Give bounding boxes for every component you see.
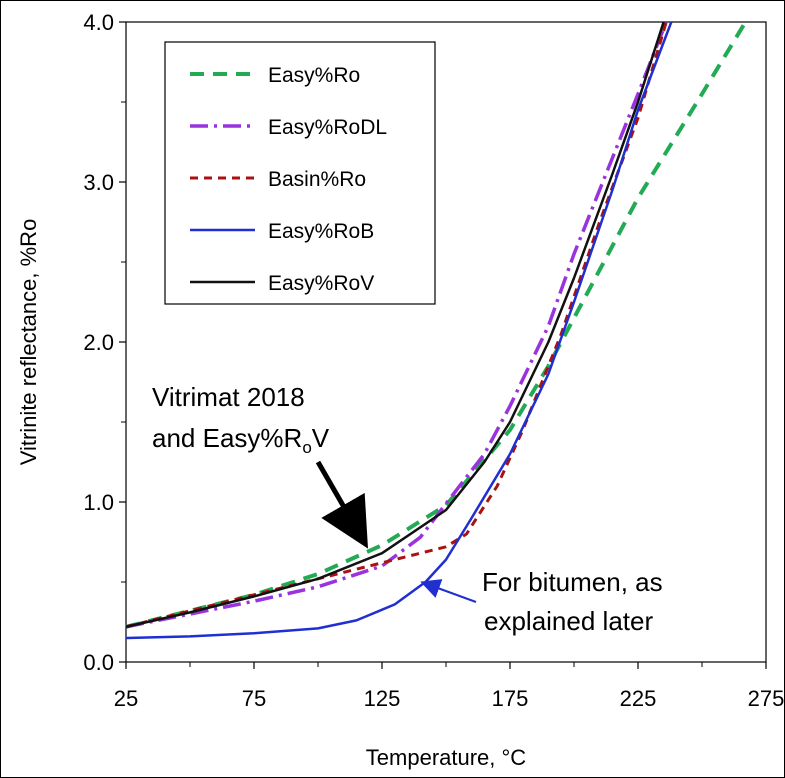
x-tick-label: 125 (364, 686, 401, 711)
x-tick-label: 275 (748, 686, 785, 711)
legend: Easy%Ro Easy%RoDL Basin%Ro Easy%RoB Easy%RoV (164, 41, 436, 305)
legend-box (164, 41, 436, 305)
legend-label: Easy%RoV (268, 272, 374, 295)
y-axis-ticks: 0.0 1.0 2.0 3.0 4.0 (83, 10, 126, 675)
x-tick-label: 75 (242, 686, 266, 711)
annotation-bitumen-arrow (420, 579, 477, 603)
series-line-easy-pct-rodl (125, 21, 668, 629)
annotation-vitrimat-line1: Vitrimat 2018 (152, 382, 305, 412)
x-axis-title: Temperature, °C (366, 745, 527, 770)
legend-label: Easy%RoDL (268, 116, 387, 139)
series-line-basin-pct-ro (125, 21, 668, 629)
legend-label: Easy%Ro (268, 64, 360, 87)
x-tick-label: 225 (620, 686, 657, 711)
y-tick-label: 0.0 (83, 650, 114, 675)
annotation-vitrimat-line2: and Easy%RoV (152, 423, 330, 457)
y-tick-label: 4.0 (83, 10, 114, 35)
legend-label: Basin%Ro (268, 168, 366, 191)
y-tick-label: 3.0 (83, 170, 114, 195)
x-axis-ticks: 25 75 125 175 225 275 (114, 662, 785, 711)
y-tick-label: 1.0 (83, 490, 114, 515)
x-tick-label: 25 (114, 686, 138, 711)
series-line-easy-pct-rob (125, 21, 673, 640)
annotation-bitumen-line1: For bitumen, as (482, 567, 663, 597)
series-lines (125, 20, 748, 640)
x-tick-label: 175 (492, 686, 529, 711)
annotation-bitumen: For bitumen, as explained later (420, 567, 663, 636)
annotation-vitrimat: Vitrimat 2018 and Easy%RoV (152, 382, 368, 549)
series-line-easy-pct-ro (125, 20, 748, 629)
annotation-vitrimat-arrow (315, 460, 368, 549)
series-line-easy-pct-rov (125, 21, 665, 629)
y-axis-title: Vitrinite reflectance, %Ro (16, 219, 41, 466)
y-tick-label: 2.0 (83, 330, 114, 355)
annotation-bitumen-line2: explained later (484, 606, 653, 636)
legend-items: Easy%Ro Easy%RoDL Basin%Ro Easy%RoB Easy%RoV (190, 64, 387, 295)
legend-label: Easy%RoB (268, 220, 374, 243)
